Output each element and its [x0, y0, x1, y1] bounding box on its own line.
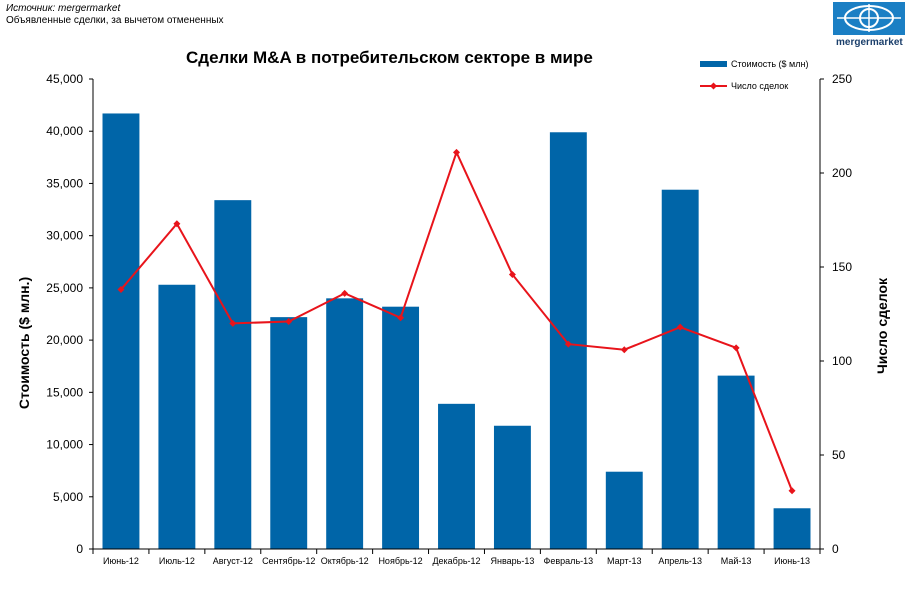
- deals-point: [285, 318, 293, 326]
- x-tick-label: Март-13: [607, 556, 642, 566]
- x-tick-label: Декабрь-12: [432, 556, 480, 566]
- bar-11: [661, 189, 699, 549]
- y-axis-title: Стоимость ($ млн.): [16, 277, 32, 409]
- x-tick-label: Ноябрь-12: [378, 556, 422, 566]
- legend-line-marker: [710, 82, 717, 90]
- deals-point: [732, 344, 740, 352]
- x-tick-label: Октябрь-12: [321, 556, 369, 566]
- deals-point: [229, 319, 237, 327]
- y-tick-label: 45,000: [46, 72, 83, 86]
- deals-point: [453, 148, 460, 156]
- bar-13: [773, 508, 811, 549]
- x-tick-label: Май-13: [721, 556, 752, 566]
- y-tick-label: 20,000: [46, 333, 83, 347]
- y2-tick-label: 50: [832, 448, 846, 462]
- source-note: Источник: mergermarket: [6, 3, 121, 14]
- deals-point: [564, 340, 572, 348]
- bar-4: [270, 317, 308, 549]
- y-tick-label: 40,000: [46, 124, 83, 138]
- deals-point: [397, 314, 405, 322]
- bar-7: [438, 403, 475, 549]
- bar-3: [214, 200, 252, 549]
- deals-point: [508, 271, 516, 279]
- logo-text: mergermarket: [836, 37, 903, 48]
- x-tick-label: Июнь-12: [103, 556, 139, 566]
- y-tick-label: 10,000: [46, 438, 83, 452]
- x-tick-label: Сентябрь-12: [262, 556, 315, 566]
- y2-tick-label: 250: [832, 72, 852, 86]
- y-tick-label: 30,000: [46, 229, 83, 243]
- x-tick-label: Апрель-13: [658, 556, 702, 566]
- source-subnote: Объявленные сделки, за вычетом отмененны…: [6, 15, 224, 26]
- y2-tick-label: 200: [832, 166, 852, 180]
- legend-bar-label: Стоимость ($ млн): [731, 59, 808, 69]
- deals-point: [341, 289, 349, 297]
- chart-title: Сделки M&A в потребительском секторе в м…: [186, 48, 593, 67]
- y-tick-label: 15,000: [46, 385, 83, 399]
- x-tick-label: Июль-12: [159, 556, 195, 566]
- bar-1: [102, 113, 140, 549]
- bar-8: [493, 425, 531, 549]
- bar-5: [326, 298, 364, 549]
- x-tick-label: Август-12: [213, 556, 253, 566]
- deals-point: [788, 487, 796, 495]
- bar-10: [605, 471, 643, 549]
- x-tick-label: Январь-13: [490, 556, 534, 566]
- deals-point: [173, 220, 181, 228]
- bar-6: [382, 306, 420, 549]
- y-tick-label: 25,000: [46, 281, 83, 295]
- y2-tick-label: 100: [832, 354, 852, 368]
- y2-axis-title: Число сделок: [874, 277, 890, 374]
- y-tick-label: 0: [76, 542, 83, 556]
- legend-line-label: Число сделок: [731, 81, 788, 91]
- y-tick-label: 5,000: [53, 490, 83, 504]
- mergermarket-logo-icon: [833, 2, 905, 35]
- bar-2: [158, 284, 196, 549]
- y2-tick-label: 150: [832, 260, 852, 274]
- deals-point: [676, 323, 684, 331]
- deals-point: [620, 346, 628, 354]
- legend-bar-swatch: [700, 61, 727, 67]
- y2-tick-label: 0: [832, 542, 839, 556]
- x-tick-label: Февраль-13: [544, 556, 594, 566]
- y-tick-label: 35,000: [46, 176, 83, 190]
- x-tick-label: Июнь-13: [774, 556, 810, 566]
- bar-12: [717, 375, 755, 549]
- deals-point: [117, 286, 125, 294]
